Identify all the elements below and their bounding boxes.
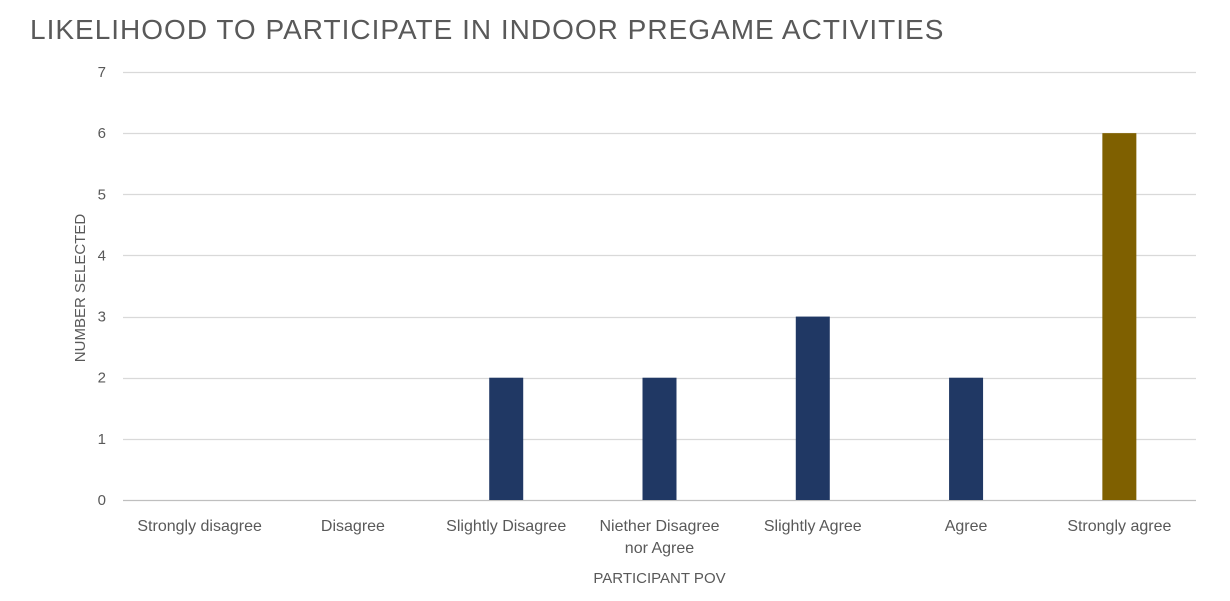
- y-tick-label: 0: [98, 492, 106, 509]
- x-tick-label-line: Strongly disagree: [137, 518, 262, 535]
- y-tick-label: 4: [98, 247, 106, 264]
- x-tick-label: Agree: [945, 518, 988, 535]
- y-tick-label: 6: [98, 125, 106, 142]
- x-axis-ticks: Strongly disagree Disagree Slightly Disagr…: [137, 518, 1171, 557]
- bar: [949, 377, 984, 500]
- x-tick-label-line: Slightly Agree: [764, 518, 862, 535]
- x-tick-label: Slightly Disagree: [446, 518, 566, 535]
- x-tick-label-line: Disagree: [321, 518, 385, 535]
- x-tick-label: Slightly Agree: [764, 518, 862, 535]
- y-tick-label: 7: [98, 64, 106, 81]
- y-tick-label: 3: [98, 309, 106, 326]
- x-axis-title: PARTICIPANT POV: [593, 570, 725, 587]
- x-tick-label: Disagree: [321, 518, 385, 535]
- x-tick-label: Strongly disagree: [137, 518, 262, 535]
- y-tick-label: 2: [98, 370, 106, 387]
- x-tick-label: Niether Disagree nor Agree: [599, 518, 719, 557]
- x-tick-label-line: nor Agree: [625, 540, 694, 557]
- y-axis-title: NUMBER SELECTED: [72, 214, 89, 363]
- bar: [795, 316, 830, 500]
- y-axis-ticks: 0 1 2 3 4 5 6 7: [98, 64, 106, 509]
- x-tick-label: Strongly agree: [1067, 518, 1171, 535]
- y-tick-label: 5: [98, 186, 106, 203]
- chart-title: LIKELIHOOD TO PARTICIPATE IN INDOOR PREG…: [30, 14, 945, 45]
- bars: [489, 133, 1137, 500]
- bar: [642, 377, 677, 500]
- x-tick-label-line: Slightly Disagree: [446, 518, 566, 535]
- bar: [489, 377, 524, 500]
- x-tick-label-line: Agree: [945, 518, 988, 535]
- y-tick-label: 1: [98, 431, 106, 448]
- x-tick-label-line: Niether Disagree: [599, 518, 719, 535]
- bar: [1102, 133, 1137, 500]
- x-tick-label-line: Strongly agree: [1067, 518, 1171, 535]
